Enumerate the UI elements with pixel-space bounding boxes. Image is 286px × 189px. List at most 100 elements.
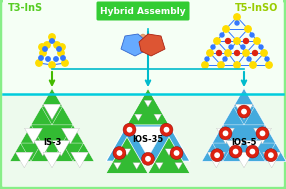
Text: IOS-35: IOS-35 (132, 135, 164, 144)
Circle shape (170, 146, 183, 160)
Polygon shape (131, 34, 155, 52)
Circle shape (219, 127, 232, 140)
Polygon shape (43, 152, 61, 168)
Circle shape (223, 26, 229, 32)
Circle shape (265, 57, 269, 61)
Circle shape (46, 57, 50, 61)
Circle shape (39, 44, 45, 50)
Circle shape (116, 150, 122, 156)
Polygon shape (265, 143, 286, 161)
Polygon shape (41, 88, 63, 107)
Circle shape (217, 50, 221, 56)
Polygon shape (212, 125, 233, 143)
Text: T3-InS: T3-InS (8, 3, 43, 13)
Circle shape (54, 57, 58, 61)
Circle shape (246, 145, 259, 158)
Polygon shape (202, 88, 286, 161)
Polygon shape (52, 141, 70, 156)
Circle shape (259, 45, 263, 49)
Circle shape (57, 47, 61, 51)
Polygon shape (253, 128, 271, 144)
Circle shape (225, 39, 231, 43)
Circle shape (44, 42, 50, 48)
Polygon shape (10, 143, 31, 161)
Circle shape (243, 39, 249, 43)
Polygon shape (130, 127, 166, 157)
Circle shape (220, 33, 224, 37)
Polygon shape (223, 143, 244, 161)
Circle shape (174, 150, 180, 156)
Circle shape (229, 145, 242, 158)
Polygon shape (207, 152, 225, 168)
Polygon shape (148, 137, 190, 173)
Polygon shape (21, 125, 41, 143)
Circle shape (127, 127, 132, 133)
Circle shape (207, 50, 213, 56)
Circle shape (234, 14, 240, 20)
Text: IOS-5: IOS-5 (231, 138, 257, 147)
Circle shape (268, 152, 274, 158)
Polygon shape (15, 152, 33, 168)
Circle shape (253, 50, 257, 56)
Circle shape (234, 62, 240, 68)
Polygon shape (52, 143, 73, 161)
Polygon shape (165, 149, 173, 156)
Circle shape (164, 127, 169, 133)
Polygon shape (223, 107, 244, 125)
Circle shape (245, 26, 251, 32)
Circle shape (49, 34, 55, 40)
Circle shape (39, 56, 43, 60)
Polygon shape (255, 125, 275, 143)
Circle shape (54, 42, 60, 48)
Circle shape (256, 127, 269, 140)
Polygon shape (63, 125, 84, 143)
Circle shape (43, 47, 47, 51)
FancyBboxPatch shape (3, 0, 283, 93)
Circle shape (123, 123, 136, 136)
Polygon shape (106, 88, 190, 161)
Polygon shape (43, 104, 61, 120)
Polygon shape (61, 128, 80, 144)
Polygon shape (134, 114, 142, 121)
Circle shape (235, 21, 239, 25)
Polygon shape (156, 163, 163, 169)
Circle shape (214, 152, 220, 158)
Circle shape (223, 130, 229, 136)
Circle shape (113, 146, 126, 160)
Circle shape (36, 60, 42, 66)
Polygon shape (244, 141, 262, 156)
Polygon shape (10, 88, 94, 161)
Polygon shape (121, 34, 147, 56)
Circle shape (50, 39, 54, 43)
Polygon shape (233, 88, 255, 107)
Circle shape (40, 50, 46, 56)
Circle shape (205, 57, 209, 61)
Polygon shape (202, 143, 223, 161)
Circle shape (233, 149, 239, 154)
Circle shape (250, 33, 254, 37)
Circle shape (59, 44, 65, 50)
Circle shape (160, 123, 173, 136)
Circle shape (234, 38, 240, 44)
Text: Hybrid Assembly: Hybrid Assembly (100, 6, 186, 15)
Circle shape (61, 56, 65, 60)
Polygon shape (139, 34, 165, 56)
Polygon shape (106, 137, 148, 173)
Circle shape (142, 152, 154, 165)
Circle shape (261, 50, 267, 56)
Polygon shape (71, 152, 89, 168)
Polygon shape (133, 163, 140, 169)
Circle shape (58, 50, 64, 56)
Polygon shape (127, 88, 169, 125)
Circle shape (260, 130, 265, 136)
Polygon shape (154, 114, 162, 121)
Polygon shape (244, 143, 265, 161)
Circle shape (247, 57, 251, 61)
Circle shape (49, 62, 55, 68)
Circle shape (266, 62, 272, 68)
FancyBboxPatch shape (3, 95, 283, 186)
Polygon shape (123, 149, 131, 156)
Circle shape (250, 62, 256, 68)
Polygon shape (235, 152, 253, 168)
Circle shape (241, 109, 247, 115)
